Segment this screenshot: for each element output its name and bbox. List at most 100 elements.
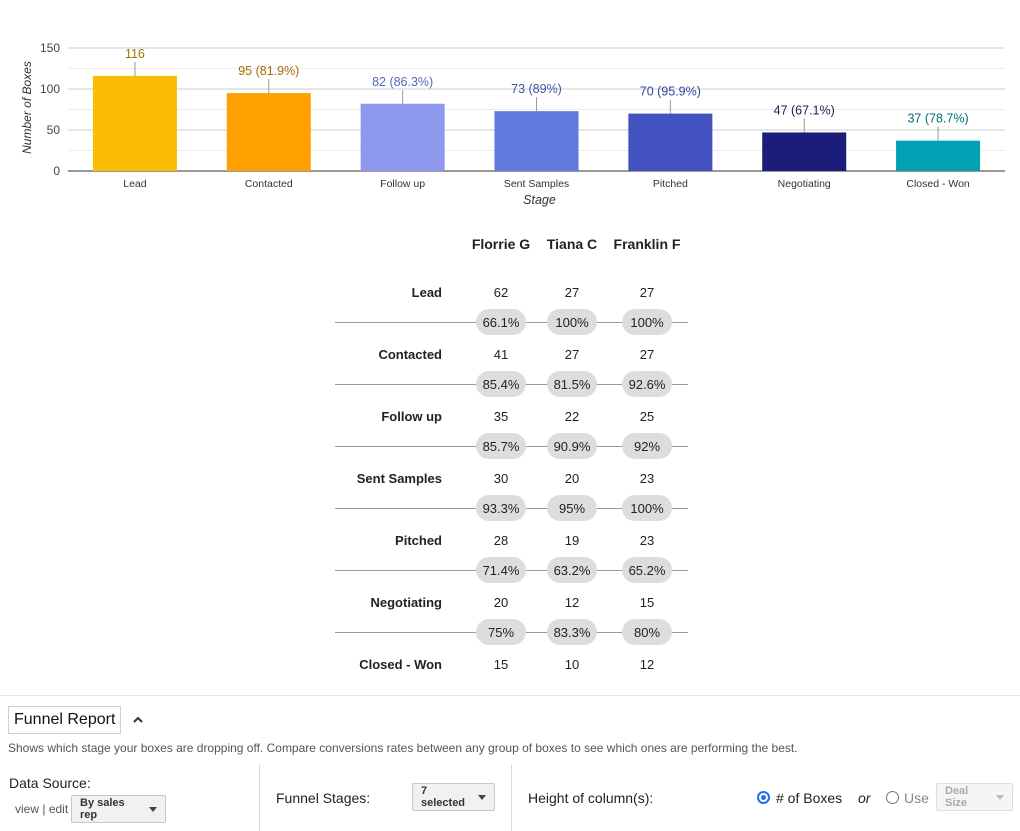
column-height-label: Height of column(s):	[528, 790, 654, 806]
x-tick-label: Pitched	[653, 178, 688, 190]
stage-count: 27	[564, 347, 580, 362]
stage-count: 19	[564, 533, 580, 548]
stage-count: 27	[639, 347, 655, 362]
bar	[762, 132, 847, 171]
stage-row-label: Sent Samples	[356, 471, 442, 486]
conversion-rate-badge: 92%	[622, 433, 672, 459]
conversion-rate-badge: 71.4%	[476, 557, 526, 583]
data-label: 116	[125, 47, 145, 61]
conversion-rate-badge: 100%	[547, 309, 597, 335]
data-label: 82 (86.3%)	[372, 75, 433, 89]
stage-row-label: Follow up	[381, 409, 442, 424]
conversion-rate-badge: 80%	[622, 619, 672, 645]
conversion-rate-badge: 100%	[622, 309, 672, 335]
chevron-up-icon[interactable]	[130, 712, 146, 728]
bar	[226, 93, 311, 171]
stage-count: 20	[564, 471, 580, 486]
data-label: 70 (95.9%)	[640, 85, 701, 99]
x-tick-label: Sent Samples	[504, 178, 569, 190]
data-source-dropdown[interactable]: By sales rep	[71, 795, 166, 823]
report-title[interactable]: Funnel Report	[8, 706, 122, 734]
stage-count: 27	[639, 285, 655, 300]
report-description: Shows which stage your boxes are droppin…	[8, 741, 798, 755]
conversion-rate-badge: 92.6%	[622, 371, 672, 397]
x-axis-title: Stage	[523, 193, 556, 207]
stage-count: 22	[564, 409, 580, 424]
view-link[interactable]: view	[15, 802, 40, 816]
vertical-divider	[259, 765, 260, 831]
boxes-radio-label[interactable]: # of Boxes	[776, 790, 843, 806]
y-tick-label: 50	[47, 123, 61, 137]
bar	[92, 75, 177, 171]
x-tick-label: Lead	[123, 178, 147, 190]
stage-count: 41	[493, 347, 509, 362]
stage-count: 20	[493, 595, 509, 610]
bar	[628, 113, 713, 171]
use-radio[interactable]	[886, 791, 899, 804]
data-label: 95 (81.9%)	[238, 64, 299, 78]
stage-count: 15	[639, 595, 655, 610]
data-source-label: Data Source:	[9, 775, 91, 791]
conversion-rate-badge: 75%	[476, 619, 526, 645]
conversion-rate-badge: 66.1%	[476, 309, 526, 335]
rep-column-header: Florrie G	[471, 236, 531, 252]
data-label: 73 (89%)	[511, 82, 562, 96]
measure-dropdown: Deal Size	[936, 783, 1013, 811]
stage-row-label: Negotiating	[370, 595, 443, 610]
vertical-divider	[511, 765, 512, 831]
stage-row-label: Pitched	[395, 533, 442, 548]
rep-column-header: Tiana C	[546, 236, 598, 252]
caret-down-icon	[478, 794, 486, 800]
conversion-rate-badge: 93.3%	[476, 495, 526, 521]
bar	[360, 103, 445, 171]
y-tick-label: 100	[40, 82, 60, 96]
conversion-rate-badge: 90.9%	[547, 433, 597, 459]
funnel-stages-value: 7 selected	[421, 785, 466, 809]
rep-column-header: Franklin F	[613, 236, 681, 252]
use-radio-label[interactable]: Use	[904, 790, 929, 806]
stage-row-label: Lead	[411, 285, 442, 300]
y-tick-label: 150	[40, 41, 60, 55]
x-tick-label: Follow up	[380, 178, 425, 190]
data-label: 37 (78.7%)	[907, 112, 968, 126]
measure-dropdown-value: Deal Size	[945, 785, 969, 809]
stage-count: 10	[564, 657, 580, 672]
conversion-rate-badge: 83.3%	[547, 619, 597, 645]
x-tick-label: Contacted	[245, 178, 293, 190]
funnel-stage-table: Florrie G Tiana C Franklin F Lead 62 27 27 66.1…	[330, 230, 695, 680]
stage-count: 25	[639, 409, 655, 424]
or-text: or	[858, 790, 871, 806]
funnel-bar-chart: 0 50 100 150 116 Lead 95 (81.9%) Contacted 82 (8…	[20, 41, 1005, 207]
bar	[896, 140, 981, 171]
data-label: 47 (67.1%)	[774, 103, 835, 117]
data-source-value: By sales rep	[80, 797, 125, 821]
stage-count: 23	[639, 471, 655, 486]
stage-count: 62	[493, 285, 509, 300]
x-tick-label: Closed - Won	[906, 178, 970, 190]
edit-link[interactable]: edit	[48, 802, 69, 816]
conversion-rate-badge: 63.2%	[547, 557, 597, 583]
funnel-stages-dropdown[interactable]: 7 selected	[412, 783, 495, 811]
boxes-radio[interactable]	[757, 791, 770, 804]
conversion-rate-badge: 100%	[622, 495, 672, 521]
stage-count: 30	[493, 471, 509, 486]
conversion-rate-badge: 81.5%	[547, 371, 597, 397]
conversion-rate-badge: 85.4%	[476, 371, 526, 397]
conversion-rate-badge: 95%	[547, 495, 597, 521]
conversion-rate-badge: 85.7%	[476, 433, 526, 459]
bar	[494, 111, 579, 171]
stage-count: 28	[493, 533, 509, 548]
stage-count: 23	[639, 533, 655, 548]
y-axis-title: Number of Boxes	[20, 61, 34, 154]
x-tick-label: Negotiating	[778, 178, 831, 190]
stage-row-label: Closed - Won	[359, 657, 442, 672]
caret-down-icon	[996, 794, 1004, 800]
stage-count: 35	[493, 409, 509, 424]
caret-down-icon	[149, 806, 157, 812]
funnel-stages-label: Funnel Stages:	[276, 790, 371, 806]
stage-count: 12	[639, 657, 655, 672]
stage-count: 27	[564, 285, 580, 300]
stage-count: 15	[493, 657, 509, 672]
data-source-links: view | edit	[15, 802, 68, 816]
section-divider	[0, 695, 1020, 696]
